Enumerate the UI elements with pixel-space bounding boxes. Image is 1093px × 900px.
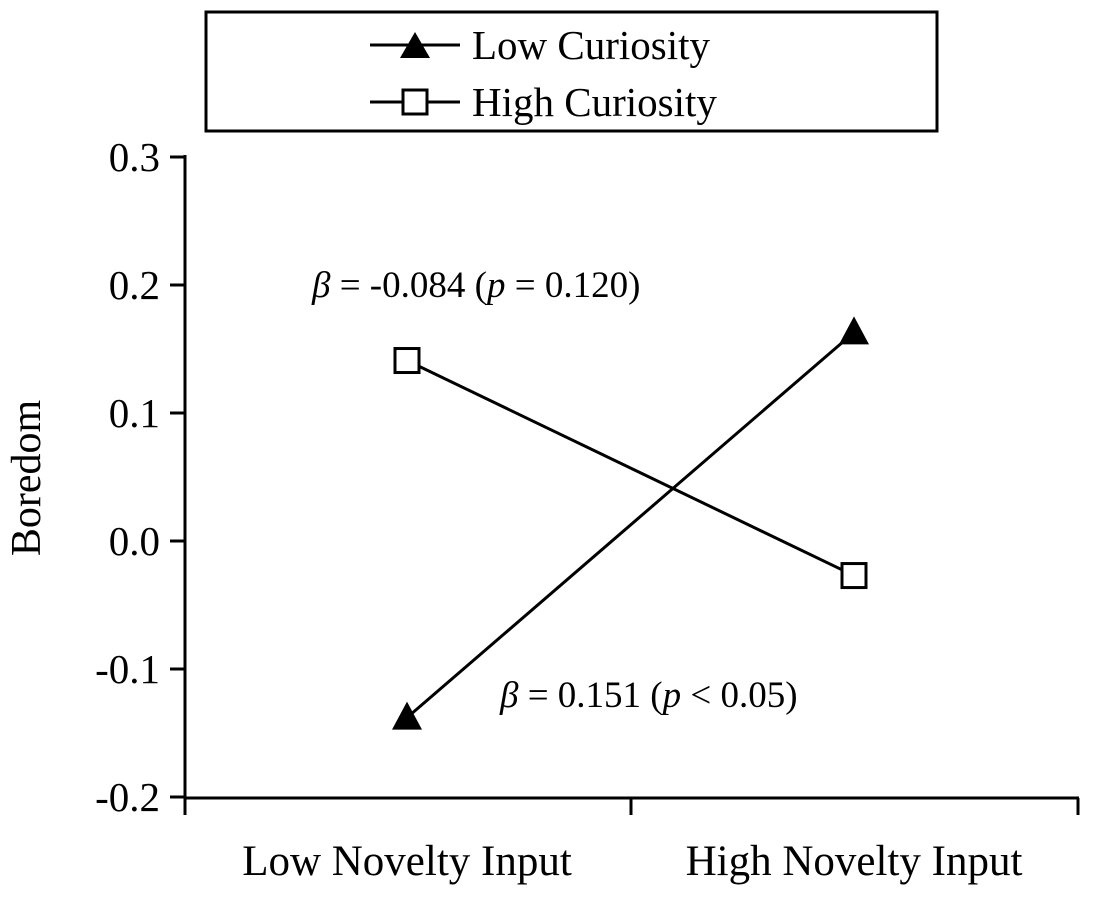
legend-box bbox=[204, 10, 939, 133]
y-tick-label: 0.3 bbox=[109, 134, 160, 180]
data-point-low-curiosity bbox=[392, 701, 422, 730]
series-line-low-curiosity bbox=[406, 331, 855, 719]
annotation-low-beta-symbol: β bbox=[499, 675, 519, 716]
data-point-high-curiosity bbox=[840, 562, 868, 590]
annotation-low-p-symbol: p bbox=[660, 675, 682, 716]
y-axis-label: Boredom bbox=[4, 400, 50, 557]
y-tick-label: -0.1 bbox=[95, 646, 160, 692]
series-layer bbox=[392, 316, 869, 730]
y-tick-label: -0.2 bbox=[95, 774, 160, 820]
y-ticks: 0.3 0.2 0.1 0.0 -0.1 -0.2 bbox=[95, 134, 185, 820]
legend-marker-low-curiosity bbox=[400, 32, 430, 58]
legend-label-low-curiosity: Low Curiosity bbox=[472, 22, 711, 68]
y-tick-label: 0.2 bbox=[109, 262, 160, 308]
annotation-high-beta-value: = -0.084 ( bbox=[330, 265, 487, 306]
annotation-high-p-symbol: p bbox=[484, 265, 506, 306]
annotation-high-curiosity: β = -0.084 (p = 0.120) bbox=[311, 265, 640, 306]
x-category-label: High Novelty Input bbox=[686, 838, 1023, 885]
annotation-low-beta-value: = 0.151 ( bbox=[518, 675, 662, 716]
data-point-low-curiosity bbox=[839, 316, 869, 345]
annotation-high-beta-symbol: β bbox=[311, 265, 331, 306]
series-line-high-curiosity bbox=[406, 359, 855, 577]
annotation-low-curiosity: β = 0.151 (p < 0.05) bbox=[499, 675, 798, 716]
data-point-high-curiosity bbox=[393, 347, 421, 375]
y-tick-label: 0.0 bbox=[109, 518, 160, 564]
annotation-high-p-value: = 0.120) bbox=[505, 265, 640, 306]
annotation-low-p-value: < 0.05) bbox=[681, 675, 797, 716]
x-category-label: Low Novelty Input bbox=[242, 838, 572, 885]
y-tick-label: 0.1 bbox=[109, 390, 160, 436]
legend-label-high-curiosity: High Curiosity bbox=[472, 79, 717, 125]
legend: Low Curiosity High Curiosity bbox=[204, 10, 939, 133]
legend-marker-high-curiosity bbox=[401, 88, 429, 116]
x-ticks: Low Novelty Input High Novelty Input bbox=[183, 798, 1080, 885]
